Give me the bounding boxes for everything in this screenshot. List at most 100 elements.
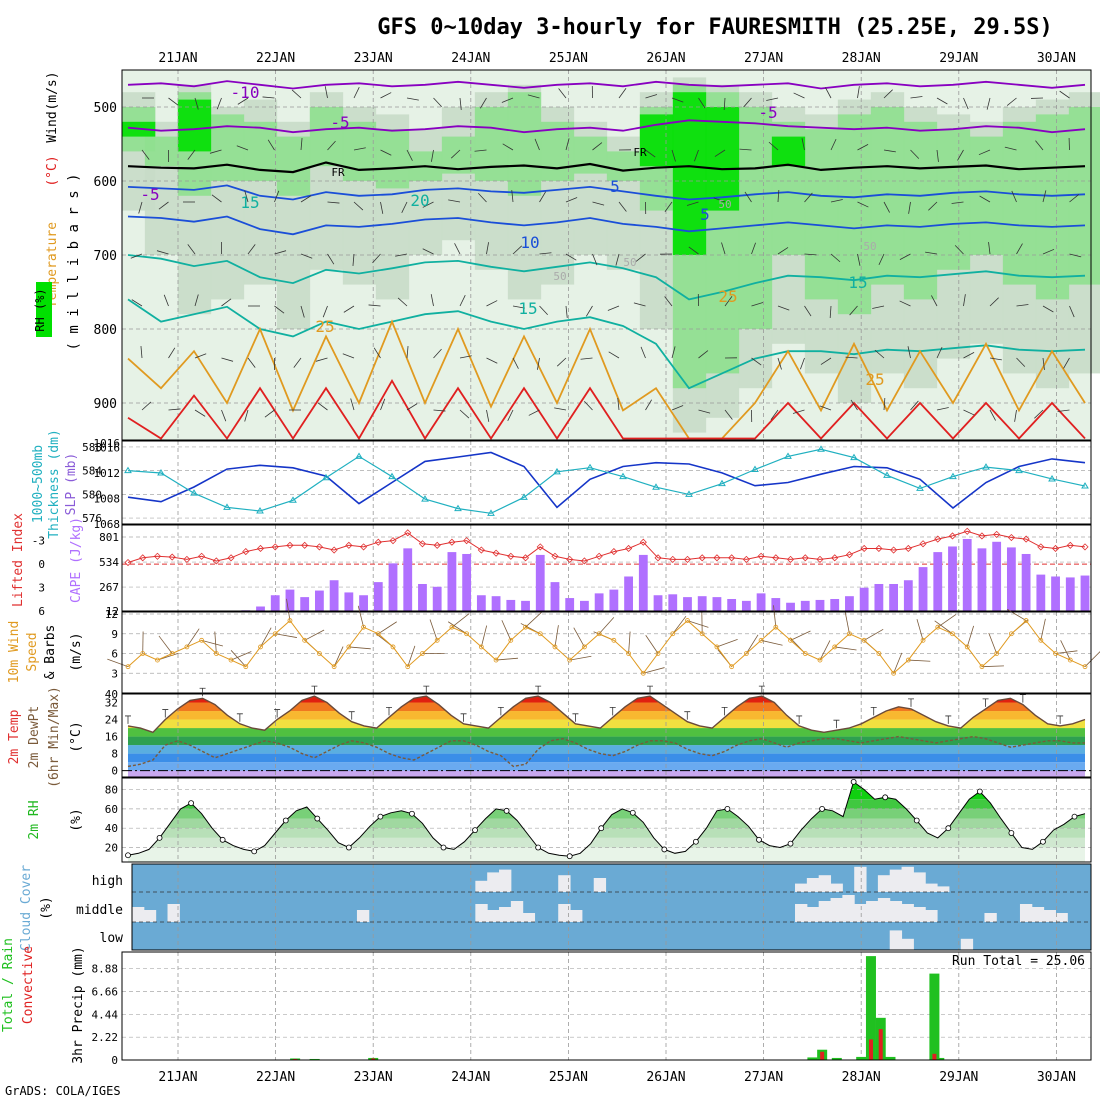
rh2m-point [472, 827, 478, 834]
wind-barb [512, 245, 523, 255]
wind-barb [751, 302, 764, 307]
temp-max-bar [908, 698, 914, 707]
pressure-tick-label: 900 [94, 397, 117, 412]
wind-barb [430, 294, 434, 307]
wind-barb [751, 242, 756, 255]
wind-barb [899, 253, 911, 260]
wind-barb [664, 201, 673, 212]
li-point [198, 552, 206, 560]
wind-barb [777, 305, 790, 311]
wind-barb [857, 144, 869, 151]
cloud-cell-middle [356, 910, 370, 922]
temp-max-bar [274, 709, 281, 718]
cape-bar [403, 548, 413, 611]
li-point [448, 538, 456, 546]
li-point [654, 554, 662, 562]
temperature-contour--10 [127, 80, 1086, 90]
wind-barb [459, 355, 472, 359]
rh2m-point [1071, 813, 1078, 820]
wind-barb [450, 149, 461, 159]
wind-barb [671, 149, 676, 162]
cape-bar [889, 583, 899, 611]
slp-tick-label: 1012 [94, 467, 121, 480]
rh2m-ylabel: 2m RH [27, 800, 42, 839]
wind-barb [1006, 97, 1017, 106]
wind-speed-point [788, 637, 793, 643]
cape-bar [903, 580, 913, 611]
cape-bar [565, 598, 575, 611]
temp-ylabel-units: (°C) [69, 721, 84, 752]
wind-speed-point [552, 644, 558, 650]
cape-bar [550, 582, 560, 611]
wind-barb [1004, 146, 1017, 151]
li-point [639, 538, 647, 546]
wind-barb [645, 94, 658, 99]
surface-wind-barb [501, 620, 512, 641]
wind-barb [247, 244, 256, 255]
li-point [330, 546, 338, 554]
rh-band-80-90 [573, 136, 608, 174]
cloud-cell-high [499, 869, 512, 892]
surface-wind-barb [569, 655, 592, 661]
cloud-cell-middle [925, 910, 938, 922]
cape-bar [432, 586, 442, 611]
li-point [1081, 543, 1089, 551]
cloud-cell-middle [889, 901, 903, 922]
wind-barb [986, 97, 991, 110]
li-point [1051, 544, 1060, 553]
cape-bar [388, 563, 398, 611]
wind-barb [528, 409, 540, 416]
wind-barb [380, 398, 386, 411]
cloud-cell-middle [866, 901, 879, 922]
li-point [1037, 543, 1045, 551]
wind-barb [194, 294, 199, 307]
rh2m-frame [121, 777, 1092, 863]
temp-max-bar [386, 707, 392, 716]
wind-speed-point [434, 637, 440, 643]
thickness-tick-label: 588 [82, 441, 102, 454]
temp-tick-label: 0 [111, 765, 118, 778]
rh2m-point [787, 840, 794, 847]
wind-tick-label: 9 [111, 628, 118, 641]
rh2m-point [440, 844, 447, 851]
thickness-point [916, 484, 924, 491]
wind-speed-point [243, 664, 249, 670]
surface-wind-barb [598, 617, 615, 635]
wind-barb [565, 253, 577, 261]
temperature-contour-25 [127, 319, 1086, 440]
surface-wind-barb [286, 598, 291, 621]
wind-speed-point [611, 637, 617, 643]
slp-ylabel: SLP (mb) [64, 453, 79, 516]
wind-barb [422, 201, 434, 208]
surface-wind-barb [275, 633, 297, 638]
wind-barb [406, 403, 418, 411]
wind-barb [512, 305, 525, 309]
wind-speed-point [228, 657, 234, 663]
contour-label: -10 [231, 83, 260, 102]
thickness-tick-label: 576 [82, 512, 102, 525]
rh-band-90-100 [672, 92, 707, 255]
rh-band-80-90 [738, 107, 773, 329]
li-point [669, 555, 677, 563]
wind-barb [724, 409, 733, 420]
wind-barb [743, 97, 752, 108]
wind-barb [829, 305, 832, 318]
wind-barb [267, 139, 275, 151]
top-date-label: 22JAN [256, 51, 295, 66]
cape-bar [609, 589, 619, 611]
wind-speed-point [508, 637, 514, 643]
li-point [625, 544, 633, 553]
bottom-date-label: 26JAN [646, 1070, 685, 1085]
cape-bar [594, 593, 604, 611]
li-point [286, 541, 294, 549]
wind-barb [459, 295, 466, 307]
li-point [757, 552, 765, 560]
wind-barb [592, 201, 605, 206]
wind-speed-point [832, 644, 838, 650]
wind-barb [406, 346, 409, 359]
wind-barb [1069, 305, 1075, 318]
wind-barb [300, 253, 313, 259]
cloud-cell-middle [475, 904, 488, 922]
cape-bar [373, 582, 383, 611]
wind-barb [274, 250, 287, 255]
